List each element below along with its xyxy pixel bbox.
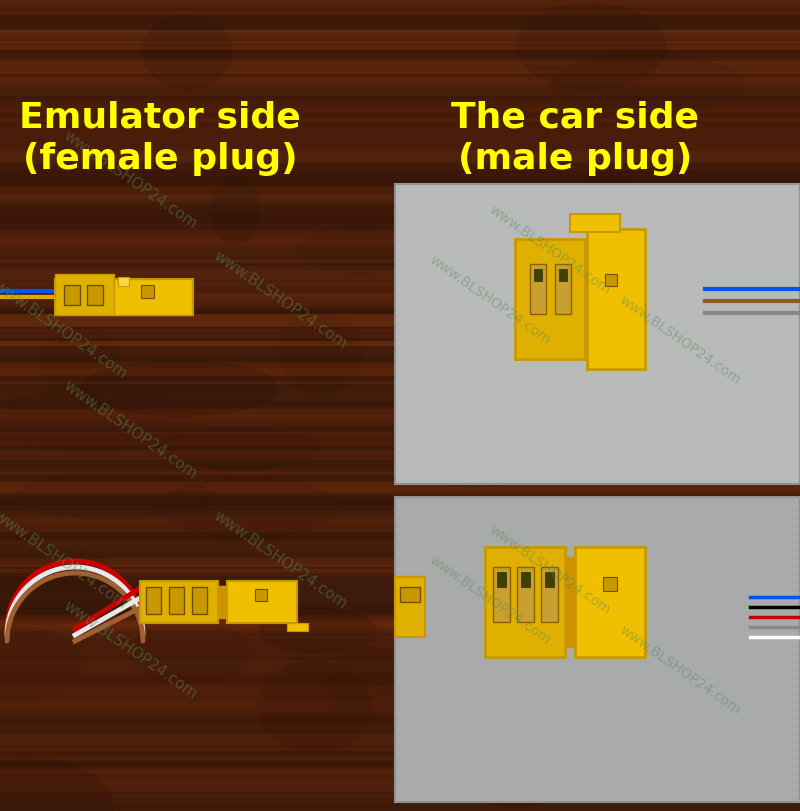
Bar — [555, 264, 571, 315]
Bar — [515, 240, 585, 359]
Ellipse shape — [0, 544, 112, 591]
Text: The car side
(male plug): The car side (male plug) — [451, 100, 699, 176]
Ellipse shape — [470, 750, 561, 808]
Text: www.BLSHOP24.com: www.BLSHOP24.com — [617, 622, 743, 716]
Ellipse shape — [278, 311, 364, 395]
Ellipse shape — [0, 757, 114, 811]
Bar — [55, 275, 114, 315]
Ellipse shape — [130, 620, 250, 687]
Bar — [565, 557, 575, 647]
Ellipse shape — [258, 608, 378, 654]
Bar — [146, 587, 161, 614]
Text: www.BLSHOP24.com: www.BLSHOP24.com — [61, 598, 199, 701]
Bar — [521, 573, 530, 587]
Ellipse shape — [579, 171, 637, 203]
Bar — [141, 285, 154, 298]
Text: www.BLSHOP24.com: www.BLSHOP24.com — [61, 378, 199, 481]
Bar — [400, 587, 420, 603]
Bar — [541, 568, 558, 622]
Ellipse shape — [81, 360, 278, 418]
Bar — [587, 230, 645, 370]
Ellipse shape — [142, 16, 233, 90]
Ellipse shape — [296, 225, 422, 276]
Ellipse shape — [257, 661, 371, 753]
Bar — [605, 275, 617, 286]
Bar — [169, 587, 184, 614]
Bar — [55, 280, 193, 315]
Ellipse shape — [570, 722, 668, 777]
Text: www.BLSHOP24.com: www.BLSHOP24.com — [487, 522, 613, 616]
Bar — [140, 581, 218, 623]
Bar — [603, 577, 617, 591]
Text: Emulator side
(female plug): Emulator side (female plug) — [19, 100, 301, 176]
Bar — [287, 623, 308, 631]
Bar — [255, 590, 267, 601]
Bar — [534, 270, 542, 281]
Bar — [64, 285, 80, 306]
Text: www.BLSHOP24.com: www.BLSHOP24.com — [427, 552, 553, 646]
Text: www.BLSHOP24.com: www.BLSHOP24.com — [427, 252, 553, 347]
Bar — [395, 577, 425, 637]
Text: www.BLSHOP24.com: www.BLSHOP24.com — [61, 128, 199, 232]
Ellipse shape — [15, 471, 212, 521]
Bar — [493, 568, 510, 622]
Ellipse shape — [589, 384, 734, 418]
Bar — [395, 497, 800, 802]
Text: www.BLSHOP24.com: www.BLSHOP24.com — [210, 248, 350, 351]
Bar — [517, 568, 534, 622]
Ellipse shape — [474, 624, 585, 666]
Text: www.BLSHOP24.com: www.BLSHOP24.com — [617, 293, 743, 387]
Bar — [118, 277, 129, 286]
Ellipse shape — [0, 569, 116, 625]
Ellipse shape — [159, 477, 338, 539]
Text: www.BLSHOP24.com: www.BLSHOP24.com — [487, 203, 613, 297]
Text: www.BLSHOP24.com: www.BLSHOP24.com — [0, 278, 130, 381]
Bar — [227, 581, 297, 623]
Bar — [395, 185, 800, 484]
Text: www.BLSHOP24.com: www.BLSHOP24.com — [210, 508, 350, 611]
Ellipse shape — [515, 4, 666, 91]
Bar — [192, 587, 207, 614]
Bar — [559, 270, 567, 281]
Ellipse shape — [587, 184, 659, 232]
Bar — [485, 547, 565, 657]
Bar — [575, 547, 645, 657]
Ellipse shape — [540, 341, 646, 417]
Ellipse shape — [327, 647, 407, 724]
Ellipse shape — [551, 54, 744, 117]
Ellipse shape — [158, 427, 320, 470]
Bar — [497, 573, 506, 587]
Bar — [530, 264, 546, 315]
Ellipse shape — [420, 712, 509, 779]
Ellipse shape — [389, 408, 559, 488]
Text: www.BLSHOP24.com: www.BLSHOP24.com — [0, 508, 130, 611]
Ellipse shape — [0, 386, 192, 454]
Ellipse shape — [210, 176, 260, 246]
Ellipse shape — [38, 332, 123, 400]
Bar — [218, 586, 226, 618]
Bar — [545, 573, 554, 587]
Bar — [570, 215, 620, 233]
Ellipse shape — [285, 646, 417, 689]
Ellipse shape — [0, 624, 84, 702]
Bar — [114, 280, 192, 315]
Bar — [87, 285, 103, 306]
